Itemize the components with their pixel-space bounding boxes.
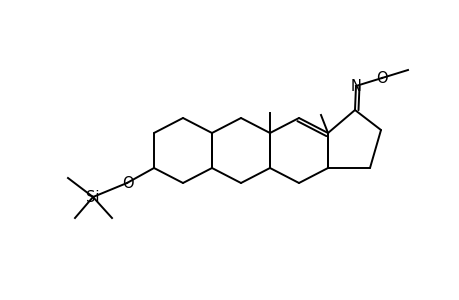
Text: Si: Si — [86, 190, 100, 205]
Text: N: N — [350, 79, 361, 94]
Text: O: O — [122, 176, 134, 190]
Text: O: O — [375, 70, 387, 86]
